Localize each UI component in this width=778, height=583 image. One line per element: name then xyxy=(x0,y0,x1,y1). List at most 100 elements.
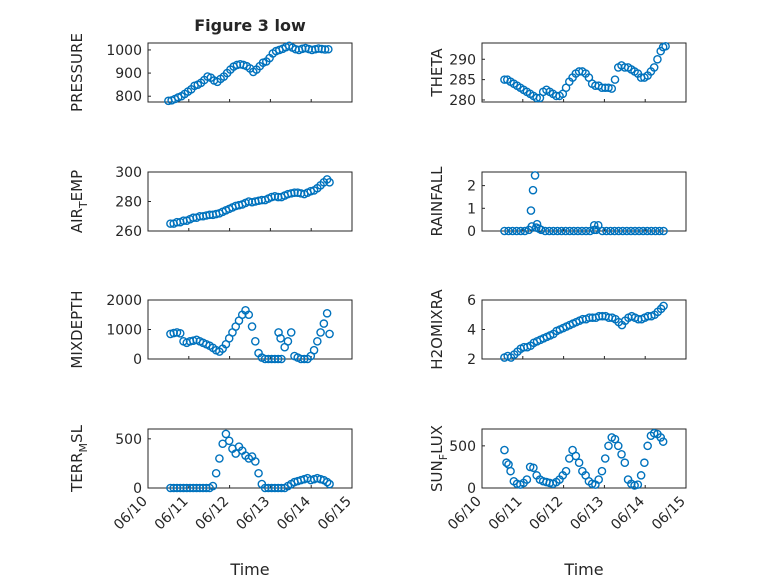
rainfall-point xyxy=(527,222,537,231)
sun_flux-series xyxy=(500,428,668,490)
theta-ylabel: THETA xyxy=(428,48,446,98)
air_temp-ylabel: AIRTEMP xyxy=(68,170,90,233)
sun_flux-point xyxy=(500,445,509,455)
terr_msl-ytick-label: 500 xyxy=(115,432,142,448)
pressure-ytick-label: 800 xyxy=(115,89,142,105)
terr_msl-xtick-label: 06/14 xyxy=(274,493,314,533)
theta-point xyxy=(649,63,659,72)
rainfall-point xyxy=(545,226,554,236)
axes-pressure: 800 900 1000 PRESSURE xyxy=(68,33,353,112)
terr_msl-ytick-label: 0 xyxy=(133,481,142,497)
theta-series xyxy=(500,41,670,103)
rainfall-point xyxy=(630,226,640,236)
air_temp-axes-box xyxy=(147,171,353,232)
terr_msl-xtick-label: 06/15 xyxy=(315,494,355,534)
terr_msl-xtick-label: 06/10 xyxy=(111,494,151,534)
mixdepth-ytick-label: 2000 xyxy=(106,293,142,309)
rainfall-point xyxy=(606,226,615,236)
terr_msl-point xyxy=(251,457,260,466)
rainfall-point xyxy=(610,226,619,236)
rainfall-point xyxy=(651,226,660,236)
terr_msl-point xyxy=(211,468,221,478)
h2omixra-ylabel: H2OMIXRA xyxy=(428,289,446,370)
theta-ytick-label: 290 xyxy=(449,52,476,68)
mixdepth-point xyxy=(286,328,296,337)
sun_flux-xtick-label: 06/13 xyxy=(567,494,607,534)
mixdepth-point xyxy=(319,319,329,328)
axes-air_temp: 260 280 300 AIRTEMP xyxy=(68,165,353,240)
rainfall-point xyxy=(614,226,623,236)
sun_flux-point xyxy=(643,441,652,451)
rainfall-point xyxy=(626,226,636,236)
h2omixra-axes-box xyxy=(481,299,687,360)
rainfall-point xyxy=(528,185,538,195)
mixdepth-point xyxy=(251,336,260,346)
pressure-series xyxy=(164,41,333,106)
mixdepth-point xyxy=(273,354,283,364)
rainfall-point xyxy=(659,226,668,236)
rainfall-point xyxy=(618,226,628,236)
sun_flux-point xyxy=(502,458,511,468)
mixdepth-point xyxy=(313,336,322,346)
pressure-point xyxy=(324,44,333,54)
mixdepth-series xyxy=(166,306,334,364)
sun_flux-point xyxy=(600,454,610,463)
rainfall-point xyxy=(526,206,536,215)
theta-point xyxy=(610,75,620,84)
air_temp-series xyxy=(166,175,334,228)
sun_flux-point xyxy=(656,433,666,442)
rainfall-ytick-label: 2 xyxy=(467,179,476,195)
mixdepth-point xyxy=(277,354,286,364)
sun_flux-xtick-label: 06/12 xyxy=(527,494,567,534)
theta-point xyxy=(653,54,662,64)
rainfall-point xyxy=(557,226,566,236)
theta-ytick-label: 280 xyxy=(449,93,476,109)
rainfall-point xyxy=(565,226,575,236)
rainfall-point xyxy=(577,226,587,236)
rainfall-point xyxy=(549,226,558,236)
terr_msl-xtick-label: 06/12 xyxy=(193,494,233,534)
mixdepth-point xyxy=(276,334,285,343)
rainfall-point xyxy=(516,226,526,236)
rainfall-point xyxy=(536,225,546,235)
terr_msl-point xyxy=(325,479,334,489)
rainfall-point xyxy=(569,226,579,236)
rainfall-axes-box xyxy=(481,171,687,232)
rainfall-point xyxy=(581,226,591,236)
mixdepth-point xyxy=(316,328,325,337)
terr_msl-point xyxy=(224,436,234,446)
sun_flux-point xyxy=(561,466,571,476)
rainfall-point xyxy=(512,226,521,236)
axes-h2omixra: 2 4 6 H2OMIXRA xyxy=(428,289,687,370)
mixdepth-point xyxy=(175,329,185,338)
terr_msl-xtick-label: 06/11 xyxy=(152,494,192,534)
mixdepth-ytick-label: 1000 xyxy=(106,323,142,339)
sun_flux-point xyxy=(633,480,643,489)
theta-ytick-label: 285 xyxy=(449,73,476,89)
h2omixra-ytick-label: 4 xyxy=(467,323,476,339)
mixdepth-point xyxy=(322,308,332,318)
sun_flux-point xyxy=(636,471,646,480)
mixdepth-point xyxy=(325,329,334,339)
rainfall-point xyxy=(561,226,570,236)
rainfall-point xyxy=(638,226,648,236)
theta-point xyxy=(532,93,541,103)
mixdepth-point xyxy=(309,345,319,355)
sun_flux-xtick-label: 06/11 xyxy=(486,494,526,534)
air_temp-ytick-label: 280 xyxy=(115,195,142,211)
sun_flux-ytick-label: 0 xyxy=(467,481,476,497)
sun_flux-xtick-label: 06/14 xyxy=(608,493,648,533)
terr_msl-point xyxy=(215,454,224,463)
terr_msl-point xyxy=(322,477,332,487)
sun_flux-point xyxy=(610,434,620,444)
theta-axes-box xyxy=(481,42,687,103)
sun_flux-point xyxy=(658,437,668,446)
air_temp-ytick-label: 300 xyxy=(115,165,142,181)
axes-rainfall: 0 1 2 RAINFALL xyxy=(428,166,687,240)
mixdepth-point xyxy=(244,310,254,320)
rainfall-point xyxy=(634,226,644,236)
rainfall-ytick-label: 1 xyxy=(467,201,476,217)
rainfall-point xyxy=(602,226,611,236)
rainfall-point xyxy=(540,226,550,236)
terr_msl-point xyxy=(221,429,231,439)
